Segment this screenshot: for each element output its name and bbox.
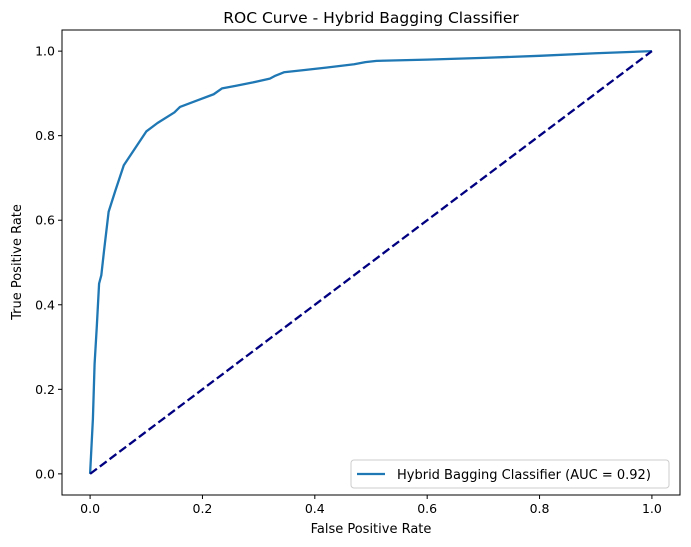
legend: Hybrid Bagging Classifier (AUC = 0.92) <box>350 459 670 489</box>
x-tick-label: 0.4 <box>305 501 325 516</box>
x-axis: 0.0 0.2 0.4 0.6 0.8 1.0 <box>80 495 662 516</box>
y-axis: 0.0 0.2 0.4 0.6 0.8 1.0 <box>35 44 62 481</box>
x-tick-label: 0.0 <box>80 501 100 516</box>
chance-diagonal-line <box>89 50 653 475</box>
y-tick-label: 0.0 <box>35 466 55 481</box>
plot-area <box>61 29 681 496</box>
y-tick-label: 1.0 <box>35 44 55 59</box>
roc-curve-line <box>88 49 652 474</box>
plot-frame <box>61 29 681 496</box>
chart-title: ROC Curve - Hybrid Bagging Classifier <box>223 9 519 27</box>
y-tick-label: 0.8 <box>35 128 55 143</box>
y-tick-label: 0.6 <box>35 213 55 228</box>
x-tick-label: 0.8 <box>530 501 550 516</box>
y-tick-label: 0.2 <box>35 382 55 397</box>
x-tick-label: 0.6 <box>417 501 437 516</box>
legend-box <box>350 459 670 489</box>
x-tick-label: 1.0 <box>642 501 662 516</box>
y-tick-label: 0.4 <box>35 297 55 312</box>
x-tick-label: 0.2 <box>193 501 213 516</box>
y-axis-label: True Positive Rate <box>10 204 25 321</box>
x-axis-label: False Positive Rate <box>311 522 432 537</box>
legend-label: Hybrid Bagging Classifier (AUC = 0.92) <box>397 468 651 483</box>
